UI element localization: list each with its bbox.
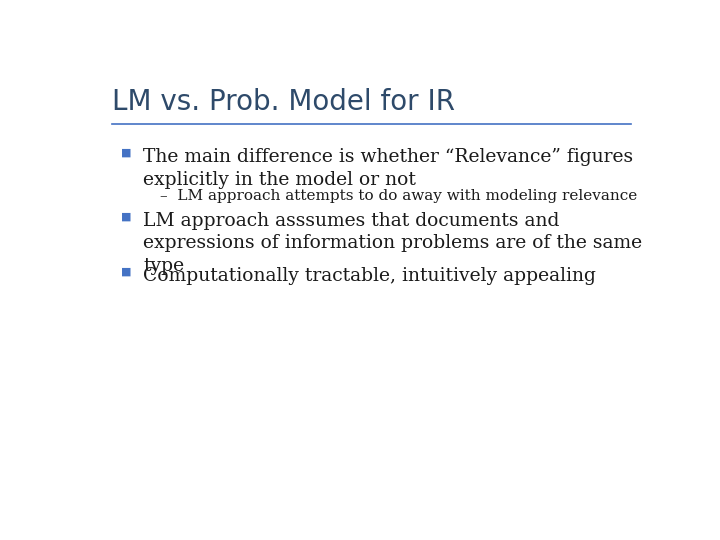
Text: ■: ■ xyxy=(121,267,131,277)
Text: Computationally tractable, intuitively appealing: Computationally tractable, intuitively a… xyxy=(143,267,596,285)
Text: LM approach asssumes that documents and
expressions of information problems are : LM approach asssumes that documents and … xyxy=(143,212,642,275)
Text: –  LM approach attempts to do away with modeling relevance: – LM approach attempts to do away with m… xyxy=(160,189,637,203)
Text: ■: ■ xyxy=(121,212,131,221)
Text: ■: ■ xyxy=(121,148,131,158)
Text: LM vs. Prob. Model for IR: LM vs. Prob. Model for IR xyxy=(112,87,455,116)
Text: The main difference is whether “Relevance” figures
explicitly in the model or no: The main difference is whether “Relevanc… xyxy=(143,148,633,189)
